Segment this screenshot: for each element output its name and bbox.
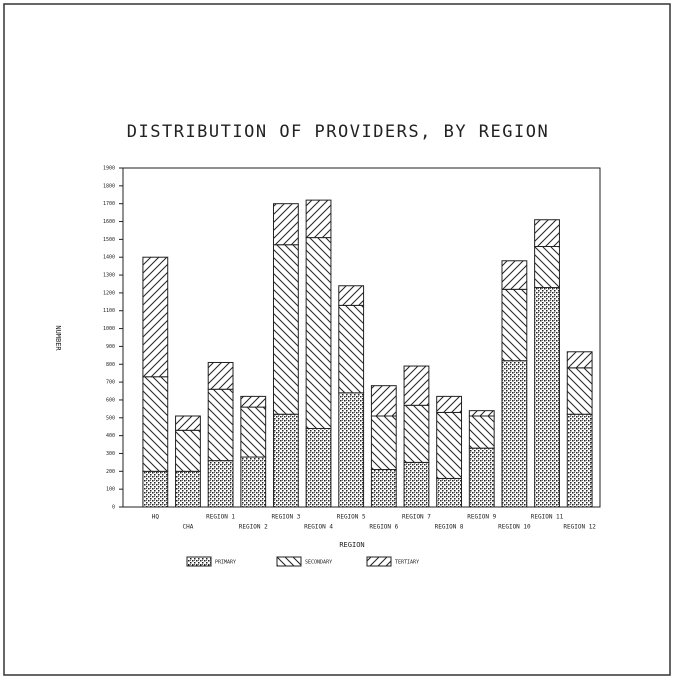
bar-segment xyxy=(501,288,528,362)
bar-segment xyxy=(501,360,528,508)
y-tick-label: 1400 xyxy=(103,255,115,261)
bar-segment xyxy=(142,470,169,508)
bar-segment xyxy=(272,244,299,415)
bar-segment xyxy=(436,395,463,413)
bar-segment xyxy=(403,461,430,508)
x-tick-label: REGION 10 xyxy=(498,524,531,531)
y-tick-label: 1000 xyxy=(103,326,115,332)
y-tick-label: 600 xyxy=(106,397,115,403)
x-tick-label: REGION 6 xyxy=(369,524,398,531)
bar-segment xyxy=(272,203,299,246)
bar-segment xyxy=(207,388,234,462)
x-tick-label: REGION 11 xyxy=(531,514,564,521)
y-tick-label: 1500 xyxy=(103,237,115,243)
bar-segment xyxy=(468,447,495,508)
bar-segment xyxy=(566,413,593,508)
bar-segment xyxy=(501,260,528,290)
bar-segment xyxy=(175,470,201,508)
bar-segment xyxy=(305,237,332,429)
bar-segment xyxy=(370,469,397,508)
legend-label: PRIMARY xyxy=(215,560,236,566)
y-tick-label: 900 xyxy=(106,344,115,350)
bar-segment xyxy=(338,285,365,306)
bar-segment xyxy=(240,406,267,458)
bar-segment xyxy=(436,411,463,479)
bar-segment xyxy=(534,287,560,508)
bar-segment xyxy=(566,351,593,369)
bar-segment xyxy=(403,365,430,406)
y-tick-label: 700 xyxy=(106,380,115,386)
y-tick-label: 800 xyxy=(106,362,115,368)
bar-segment xyxy=(207,361,234,390)
bar-segment xyxy=(338,392,365,508)
bar-segment xyxy=(566,367,593,415)
y-tick-label: 1900 xyxy=(103,166,115,172)
bar-segment xyxy=(370,385,397,417)
bar-segment xyxy=(142,376,169,472)
bar-segment xyxy=(175,429,201,472)
bar-segment xyxy=(468,410,495,417)
y-tick-label: 1600 xyxy=(103,219,115,225)
bar-segment xyxy=(207,460,234,508)
y-axis-label: NUMBER xyxy=(54,325,62,351)
x-tick-label: CHA xyxy=(183,524,194,531)
y-tick-label: 1700 xyxy=(103,201,115,207)
y-tick-label: 1200 xyxy=(103,290,115,296)
x-tick-label: REGION 9 xyxy=(467,514,496,521)
x-tick-label: REGION 12 xyxy=(563,524,596,531)
bar-segment xyxy=(403,404,430,463)
bar-segment xyxy=(240,456,267,508)
bar-segment xyxy=(305,199,332,239)
x-tick-label: REGION 7 xyxy=(402,514,431,521)
bar-segment xyxy=(240,395,267,408)
legend-swatch xyxy=(186,556,212,567)
bar-segment xyxy=(370,415,397,471)
legend-swatch xyxy=(276,556,302,567)
x-tick-label: REGION 4 xyxy=(304,524,333,531)
bar-segment xyxy=(534,219,560,248)
legend-label: SECONDARY xyxy=(305,560,332,566)
x-tick-label: REGION 3 xyxy=(271,514,300,521)
bar-segment xyxy=(142,256,169,378)
y-tick-label: 1300 xyxy=(103,273,115,279)
y-tick-label: 500 xyxy=(106,415,115,421)
bar-segment xyxy=(305,427,332,508)
y-tick-label: 200 xyxy=(106,469,115,475)
x-tick-label: REGION 5 xyxy=(337,514,366,521)
bar-segment xyxy=(272,413,299,508)
bar-segment xyxy=(468,415,495,449)
y-tick-label: 400 xyxy=(106,433,115,439)
bar-segment xyxy=(338,304,365,394)
y-tick-label: 300 xyxy=(106,451,115,457)
x-axis-label: REGION xyxy=(339,541,364,549)
page-frame xyxy=(3,3,671,676)
y-tick-label: 100 xyxy=(106,487,115,493)
x-tick-label: REGION 2 xyxy=(239,524,268,531)
bar-segment xyxy=(534,246,560,289)
legend-swatch xyxy=(366,556,392,567)
y-tick-label: 1800 xyxy=(103,183,115,189)
legend-label: TERTIARY xyxy=(395,560,419,566)
y-tick-label: 1100 xyxy=(103,308,115,314)
bar-segment xyxy=(175,415,201,431)
x-tick-label: HQ xyxy=(152,514,160,521)
bar-segment xyxy=(436,477,463,508)
chart-title: DISTRIBUTION OF PROVIDERS, BY REGION xyxy=(127,122,549,142)
y-tick-label: 0 xyxy=(112,505,115,511)
x-tick-label: REGION 8 xyxy=(435,524,464,531)
x-tick-label: REGION 1 xyxy=(206,514,235,521)
